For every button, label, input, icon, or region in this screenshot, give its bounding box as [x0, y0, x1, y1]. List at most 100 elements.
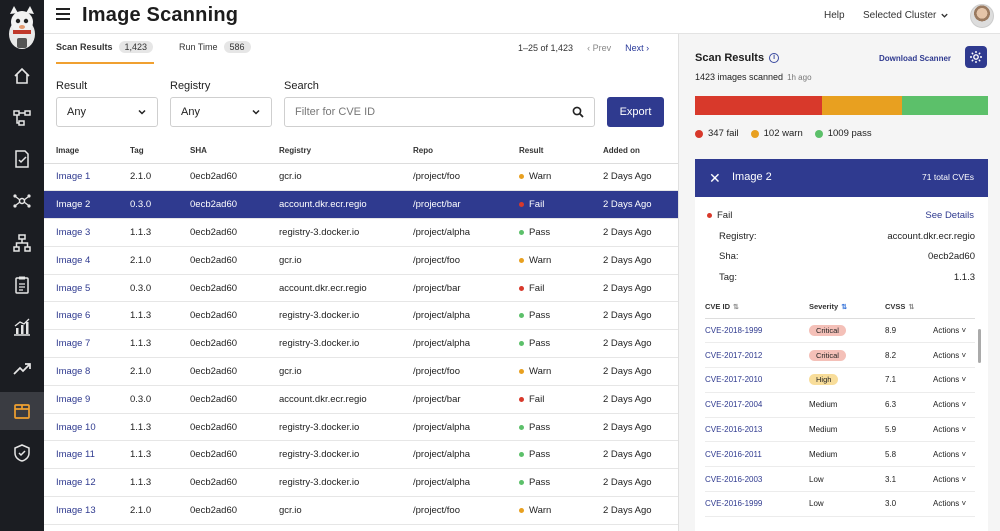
nav-home[interactable]	[0, 57, 44, 95]
result-text: Warn	[529, 365, 552, 377]
tab-scan-results[interactable]: Scan Results 1,423	[56, 41, 154, 53]
scanned-time-ago: 1h ago	[787, 73, 812, 82]
legend-pass: 1009 pass	[814, 128, 872, 139]
table-row[interactable]: Image 12 1.1.3 0ecb2ad60 registry-3.docker.…	[44, 468, 678, 498]
cve-table-scrollbar[interactable]	[978, 329, 981, 363]
info-icon[interactable]: i	[769, 53, 780, 63]
cve-id-link[interactable]: CVE-2016-1999	[705, 491, 809, 517]
cve-id-link[interactable]: CVE-2018-1999	[705, 318, 809, 344]
actions-dropdown[interactable]: Actions ˅	[933, 441, 975, 468]
registry-filter-select[interactable]: Any	[170, 97, 272, 127]
image-name-link[interactable]: Image 12	[44, 468, 130, 498]
nav-policy[interactable]	[0, 140, 44, 178]
actions-dropdown[interactable]: Actions ˅	[933, 318, 975, 344]
column-header-result[interactable]: Result	[519, 139, 603, 164]
table-row[interactable]: Image 1 2.1.0 0ecb2ad60 gcr.io/project/foo W…	[44, 163, 678, 192]
image-name-link[interactable]: Image 6	[44, 301, 130, 331]
nav-image-scanning[interactable]	[0, 392, 44, 430]
actions-dropdown[interactable]: Actions ˅	[933, 342, 975, 369]
hamburger-menu-icon[interactable]	[56, 8, 70, 22]
nav-network[interactable]	[0, 182, 44, 220]
actions-dropdown[interactable]: Actions ˅	[933, 392, 975, 418]
table-row[interactable]: Image 13 2.1.0 0ecb2ad60 gcr.io/project/foo…	[44, 496, 678, 525]
legend-label: 102 warn	[763, 128, 803, 139]
table-row[interactable]: Image 4 2.1.0 0ecb2ad60 gcr.io/project/foo W…	[44, 246, 678, 275]
column-header-cvss[interactable]: CVSS ⇅	[885, 296, 933, 319]
image-name-link[interactable]: Image 8	[44, 357, 130, 386]
image-name-link[interactable]: Image 5	[44, 274, 130, 303]
warn-dot-icon	[519, 174, 524, 180]
search-input[interactable]	[285, 98, 555, 126]
column-header-added-on[interactable]: Added on	[603, 139, 678, 164]
pass-dot-icon	[519, 341, 524, 347]
table-row[interactable]: Image 6 1.1.3 0ecb2ad60 registry-3.docker.i…	[44, 301, 678, 331]
next-page-button[interactable]: Next ›	[625, 43, 650, 53]
table-row[interactable]: Image 7 1.1.3 0ecb2ad60 registry-3.docker.i…	[44, 329, 678, 359]
column-header-repo[interactable]: Repo	[413, 139, 519, 164]
actions-dropdown[interactable]: Actions ˅	[933, 367, 975, 393]
column-header-sha[interactable]: SHA	[190, 139, 279, 164]
nav-clipboard[interactable]	[0, 266, 44, 304]
cve-id-link[interactable]: CVE-2017-2010	[705, 367, 809, 393]
actions-dropdown[interactable]: Actions ˅	[933, 466, 975, 493]
image-name-link[interactable]: Image 2	[44, 190, 130, 220]
column-header-severity[interactable]: Severity ⇅	[809, 296, 885, 319]
table-row[interactable]: Image 11 1.1.3 0ecb2ad60 registry-3.docker.…	[44, 440, 678, 470]
search-icon[interactable]	[572, 106, 584, 118]
table-row[interactable]: Image 5 0.3.0 0ecb2ad60 account.dkr.ecr.reg…	[44, 274, 678, 303]
image-name-link[interactable]: Image 10	[44, 413, 130, 442]
nav-security[interactable]	[0, 434, 44, 472]
nav-topology[interactable]	[0, 99, 44, 137]
prev-page-button[interactable]: ‹ Prev	[587, 43, 612, 53]
help-link[interactable]: Help	[824, 10, 845, 21]
registry-cell: account.dkr.ecr.regio	[279, 385, 413, 414]
settings-button[interactable]	[965, 46, 987, 68]
table-row[interactable]: Image 8 2.1.0 0ecb2ad60 gcr.io/project/foo W…	[44, 357, 678, 386]
image-name-link[interactable]: Image 13	[44, 496, 130, 525]
download-scanner-link[interactable]: Download Scanner	[879, 54, 952, 63]
cve-id-link[interactable]: CVE-2017-2004	[705, 392, 809, 418]
column-header-registry[interactable]: Registry	[279, 139, 413, 164]
cve-id-link[interactable]: CVE-2016-2003	[705, 466, 809, 493]
result-filter-select[interactable]: Any	[56, 97, 158, 127]
table-row[interactable]: Image 9 0.3.0 0ecb2ad60 account.dkr.ecr.reg…	[44, 385, 678, 414]
table-row[interactable]: Image 3 1.1.3 0ecb2ad60 registry-3.docker.i…	[44, 218, 678, 247]
chevron-down-icon: ˅	[959, 474, 967, 484]
nav-chart[interactable]	[0, 308, 44, 346]
cve-id-link[interactable]: CVE-2016-2013	[705, 417, 809, 443]
sort-icon[interactable]: ⇅	[733, 304, 739, 312]
result-cell: Pass	[519, 413, 603, 442]
sort-icon[interactable]: ⇅	[908, 304, 915, 312]
image-name-link[interactable]: Image 4	[44, 246, 130, 275]
mascot-logo-icon[interactable]	[2, 4, 42, 52]
user-avatar[interactable]	[970, 4, 994, 28]
image-name-link[interactable]: Image 3	[44, 218, 130, 247]
export-button[interactable]: Export	[607, 97, 664, 127]
column-header-cve-id[interactable]: CVE ID ⇅	[705, 296, 809, 319]
table-row[interactable]: Image 2 0.3.0 0ecb2ad60 account.dkr.ecr.reg…	[44, 190, 678, 220]
image-name-link[interactable]: Image 7	[44, 329, 130, 359]
actions-dropdown[interactable]: Actions ˅	[933, 491, 975, 517]
sort-icon[interactable]: ⇅	[841, 304, 848, 312]
image-name-link[interactable]: Image 11	[44, 440, 130, 470]
tab-run-time[interactable]: Run Time 586	[179, 41, 251, 53]
tab-label: Run Time	[179, 42, 218, 52]
cve-id-link[interactable]: CVE-2017-2012	[705, 342, 809, 369]
registry-cell: registry-3.docker.io	[279, 218, 413, 247]
cvss-cell: 5.9	[885, 417, 933, 443]
cve-id-link[interactable]: CVE-2016-2011	[705, 441, 809, 468]
table-row[interactable]: Image 10 1.1.3 0ecb2ad60 registry-3.docker.…	[44, 413, 678, 442]
see-details-link[interactable]: See Details	[925, 210, 974, 221]
nav-hierarchy[interactable]	[0, 224, 44, 262]
column-header-image[interactable]: Image	[44, 139, 130, 164]
image-name-link[interactable]: Image 1	[44, 163, 130, 192]
cve-row: CVE-2016-2013 Medium 5.9 Actions ˅	[705, 417, 975, 443]
cluster-select[interactable]: Selected Cluster	[863, 10, 949, 21]
image-name-link[interactable]: Image 9	[44, 385, 130, 414]
nav-trend[interactable]	[0, 350, 44, 388]
close-icon[interactable]: ✕	[709, 170, 721, 186]
registry-cell: account.dkr.ecr.regio	[279, 190, 413, 220]
column-header-tag[interactable]: Tag	[130, 139, 190, 164]
total-cves: 71 total CVEs	[922, 172, 974, 182]
actions-dropdown[interactable]: Actions ˅	[933, 417, 975, 443]
